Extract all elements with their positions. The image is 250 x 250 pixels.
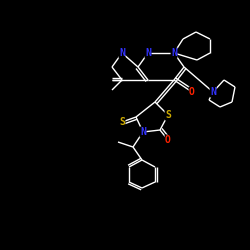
Text: S: S (119, 117, 125, 127)
Text: N: N (210, 87, 216, 97)
Text: O: O (189, 87, 195, 97)
Text: N: N (145, 48, 151, 58)
Text: N: N (140, 127, 146, 137)
Text: N: N (119, 48, 125, 58)
Text: O: O (165, 135, 171, 145)
Text: N: N (171, 48, 177, 58)
Text: S: S (165, 110, 171, 120)
